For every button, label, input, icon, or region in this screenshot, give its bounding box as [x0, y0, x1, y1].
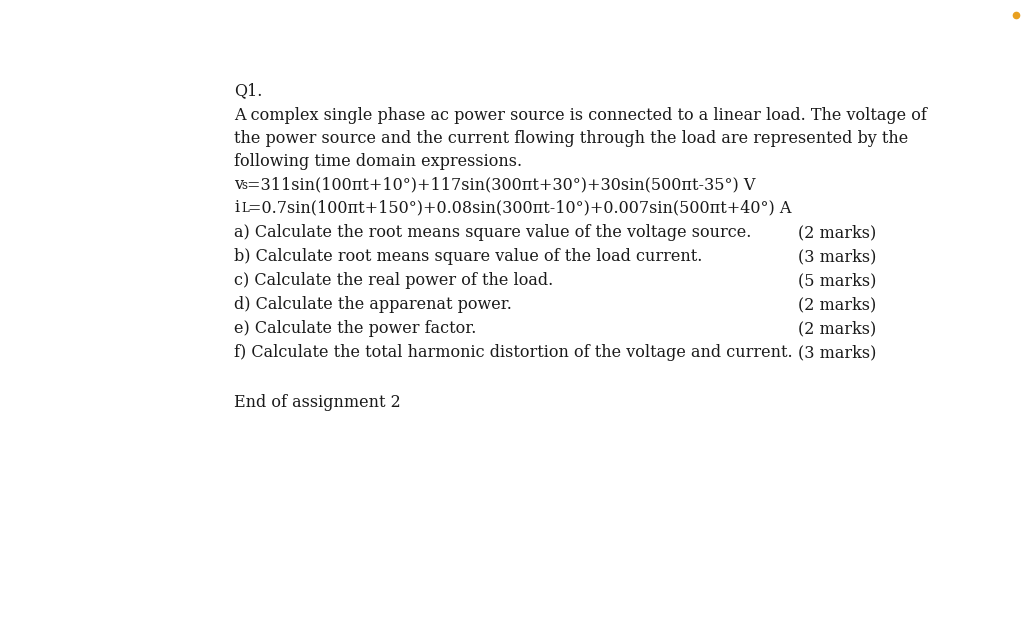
- Text: L: L: [241, 202, 249, 215]
- Text: (2 marks): (2 marks): [798, 320, 876, 337]
- Text: v: v: [234, 176, 243, 193]
- Text: =311sin(100πt+10°)+117sin(300πt+30°)+30sin(500πt-35°) V: =311sin(100πt+10°)+117sin(300πt+30°)+30s…: [247, 176, 756, 193]
- Text: (2 marks): (2 marks): [798, 224, 876, 241]
- Text: e) Calculate the power factor.: e) Calculate the power factor.: [234, 320, 476, 337]
- Text: d) Calculate the apparenat power.: d) Calculate the apparenat power.: [234, 296, 512, 313]
- Text: b) Calculate root means square value of the load current.: b) Calculate root means square value of …: [234, 248, 702, 265]
- Text: s: s: [241, 179, 247, 192]
- Text: A complex single phase ac power source is connected to a linear load. The voltag: A complex single phase ac power source i…: [234, 107, 927, 124]
- Text: f) Calculate the total harmonic distortion of the voltage and current.: f) Calculate the total harmonic distorti…: [234, 344, 793, 361]
- Text: (3 marks): (3 marks): [798, 344, 876, 361]
- Text: (3 marks): (3 marks): [798, 248, 876, 265]
- Text: (5 marks): (5 marks): [798, 272, 876, 289]
- Text: Q1.: Q1.: [234, 82, 262, 99]
- Text: (2 marks): (2 marks): [798, 296, 876, 313]
- Text: following time domain expressions.: following time domain expressions.: [234, 153, 522, 170]
- Text: =0.7sin(100πt+150°)+0.08sin(300πt-10°)+0.007sin(500πt+40°) A: =0.7sin(100πt+150°)+0.08sin(300πt-10°)+0…: [248, 199, 792, 216]
- Text: End of assignment 2: End of assignment 2: [234, 394, 400, 411]
- Text: c) Calculate the real power of the load.: c) Calculate the real power of the load.: [234, 272, 553, 289]
- Text: the power source and the current flowing through the load are represented by the: the power source and the current flowing…: [234, 130, 908, 147]
- Text: i: i: [234, 199, 240, 216]
- Text: a) Calculate the root means square value of the voltage source.: a) Calculate the root means square value…: [234, 224, 752, 241]
